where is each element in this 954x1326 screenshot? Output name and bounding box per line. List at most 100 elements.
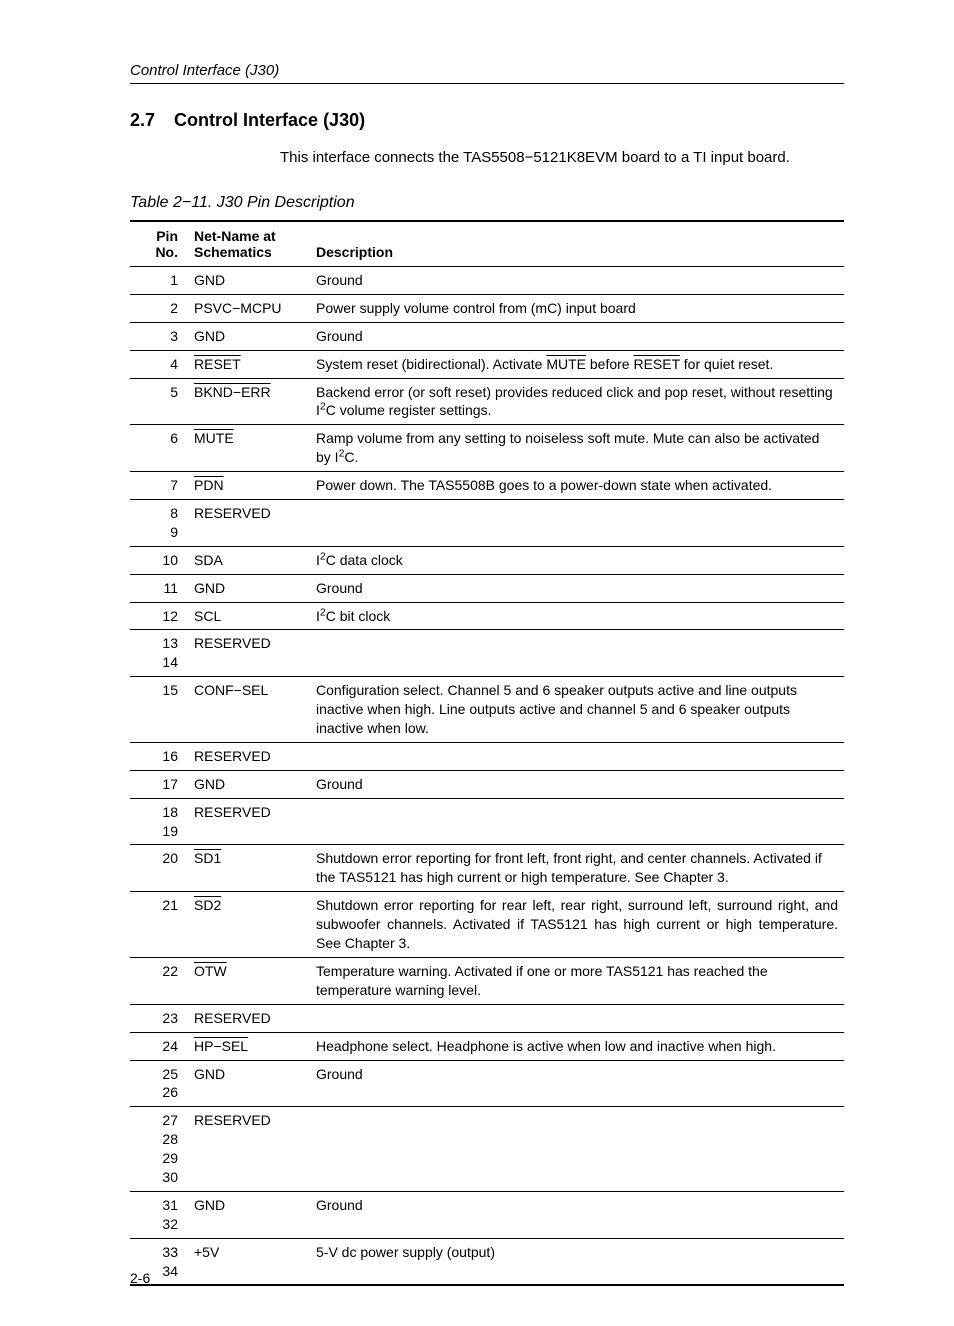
cell-name: BKND−ERR: [188, 378, 310, 425]
cell-desc: Configuration select. Channel 5 and 6 sp…: [310, 677, 844, 743]
table-row: 18 19RESERVED: [130, 798, 844, 845]
cell-pin: 13 14: [130, 630, 188, 677]
cell-name: RESERVED: [188, 500, 310, 547]
cell-name: GND: [188, 574, 310, 602]
cell-pin: 4: [130, 350, 188, 378]
cell-desc: Ground: [310, 1191, 844, 1238]
cell-name: +5V: [188, 1238, 310, 1285]
cell-desc: I2C data clock: [310, 546, 844, 574]
cell-desc: [310, 1004, 844, 1032]
cell-name: CONF−SEL: [188, 677, 310, 743]
table-row: 23RESERVED: [130, 1004, 844, 1032]
cell-name: SDA: [188, 546, 310, 574]
table-row: 16RESERVED: [130, 742, 844, 770]
cell-name: RESERVED: [188, 742, 310, 770]
col-header-name: Net-Name atSchematics: [188, 221, 310, 267]
cell-name: HP−SEL: [188, 1032, 310, 1060]
cell-pin: 20: [130, 845, 188, 892]
table-row: 11GNDGround: [130, 574, 844, 602]
cell-desc: [310, 500, 844, 547]
cell-pin: 8 9: [130, 500, 188, 547]
table-row: 4RESETSystem reset (bidirectional). Acti…: [130, 350, 844, 378]
cell-pin: 2: [130, 294, 188, 322]
page-number: 2-6: [130, 1270, 150, 1286]
table-row: 10SDAI2C data clock: [130, 546, 844, 574]
cell-pin: 15: [130, 677, 188, 743]
cell-pin: 1: [130, 267, 188, 295]
cell-name: OTW: [188, 957, 310, 1004]
cell-name: SD1: [188, 845, 310, 892]
cell-pin: 5: [130, 378, 188, 425]
cell-name: RESET: [188, 350, 310, 378]
cell-pin: 3: [130, 322, 188, 350]
table-row: 2PSVC−MCPUPower supply volume control fr…: [130, 294, 844, 322]
running-head: Control Interface (J30): [130, 62, 844, 84]
cell-pin: 24: [130, 1032, 188, 1060]
cell-name: SCL: [188, 602, 310, 630]
table-row: 17GNDGround: [130, 770, 844, 798]
cell-pin: 21: [130, 892, 188, 958]
table-row: 24HP−SELHeadphone select. Headphone is a…: [130, 1032, 844, 1060]
cell-desc: Ground: [310, 574, 844, 602]
cell-name: SD2: [188, 892, 310, 958]
cell-desc: [310, 1107, 844, 1192]
cell-name: RESERVED: [188, 1107, 310, 1192]
pin-table: PinNo. Net-Name atSchematics Description…: [130, 220, 844, 1286]
cell-name: RESERVED: [188, 798, 310, 845]
table-row: 6MUTERamp volume from any setting to noi…: [130, 425, 844, 472]
cell-pin: 6: [130, 425, 188, 472]
col-header-desc: Description: [310, 221, 844, 267]
table-row: 13 14RESERVED: [130, 630, 844, 677]
table-row: 1GNDGround: [130, 267, 844, 295]
cell-desc: Ground: [310, 322, 844, 350]
cell-desc: 5-V dc power supply (output): [310, 1238, 844, 1285]
cell-desc: Shutdown error reporting for front left,…: [310, 845, 844, 892]
cell-desc: Ground: [310, 267, 844, 295]
table-row: 5BKND−ERRBackend error (or soft reset) p…: [130, 378, 844, 425]
cell-pin: 22: [130, 957, 188, 1004]
cell-name: GND: [188, 1191, 310, 1238]
cell-name: PSVC−MCPU: [188, 294, 310, 322]
table-row: 15CONF−SELConfiguration select. Channel …: [130, 677, 844, 743]
cell-desc: System reset (bidirectional). Activate M…: [310, 350, 844, 378]
page: Control Interface (J30) 2.7 Control Inte…: [0, 0, 954, 1326]
cell-pin: 31 32: [130, 1191, 188, 1238]
cell-desc: [310, 798, 844, 845]
cell-pin: 25 26: [130, 1060, 188, 1107]
cell-desc: Headphone select. Headphone is active wh…: [310, 1032, 844, 1060]
table-row: 33 34+5V5-V dc power supply (output): [130, 1238, 844, 1285]
cell-desc: Power down. The TAS5508B goes to a power…: [310, 472, 844, 500]
cell-pin: 27 28 29 30: [130, 1107, 188, 1192]
section-title: 2.7 Control Interface (J30): [130, 110, 844, 131]
table-row: 20SD1Shutdown error reporting for front …: [130, 845, 844, 892]
cell-name: PDN: [188, 472, 310, 500]
table-row: 25 26GNDGround: [130, 1060, 844, 1107]
cell-pin: 10: [130, 546, 188, 574]
cell-desc: [310, 630, 844, 677]
table-header-row: PinNo. Net-Name atSchematics Description: [130, 221, 844, 267]
table-row: 21SD2Shutdown error reporting for rear l…: [130, 892, 844, 958]
section-number: 2.7: [130, 110, 155, 131]
cell-desc: Ground: [310, 770, 844, 798]
cell-pin: 7: [130, 472, 188, 500]
cell-name: MUTE: [188, 425, 310, 472]
section-intro: This interface connects the TAS5508−5121…: [280, 149, 844, 166]
table-row: 8 9RESERVED: [130, 500, 844, 547]
cell-desc: Ramp volume from any setting to noiseles…: [310, 425, 844, 472]
cell-desc: [310, 742, 844, 770]
cell-pin: 23: [130, 1004, 188, 1032]
col-header-pin: PinNo.: [130, 221, 188, 267]
table-row: 27 28 29 30RESERVED: [130, 1107, 844, 1192]
cell-desc: Backend error (or soft reset) provides r…: [310, 378, 844, 425]
cell-pin: 12: [130, 602, 188, 630]
cell-name: RESERVED: [188, 1004, 310, 1032]
cell-pin: 17: [130, 770, 188, 798]
cell-pin: 16: [130, 742, 188, 770]
cell-name: GND: [188, 770, 310, 798]
table-row: 3GNDGround: [130, 322, 844, 350]
cell-desc: Temperature warning. Activated if one or…: [310, 957, 844, 1004]
table-caption: Table 2−11. J30 Pin Description: [130, 194, 844, 212]
cell-desc: I2C bit clock: [310, 602, 844, 630]
cell-desc: Power supply volume control from (mC) in…: [310, 294, 844, 322]
pin-table-body: 1GNDGround2PSVC−MCPUPower supply volume …: [130, 267, 844, 1286]
